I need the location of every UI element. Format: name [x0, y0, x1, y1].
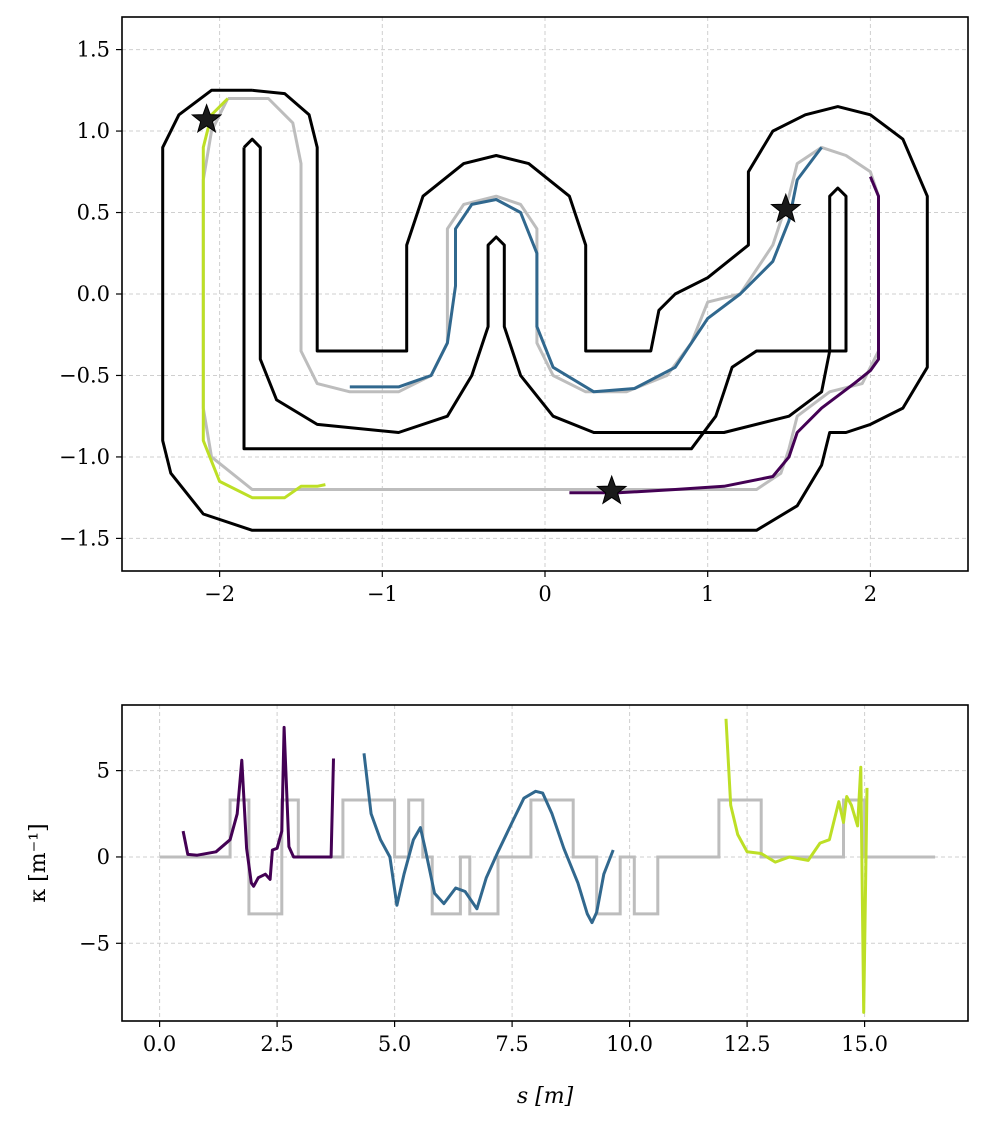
curvature-ytick-label: 5 — [97, 759, 110, 783]
track-map-ytick-label: 1.0 — [77, 119, 110, 143]
trajectory-segment-3 — [201, 97, 326, 500]
track-map-series-group — [161, 88, 929, 532]
x-axis-label: s [m] — [517, 1084, 574, 1109]
curvature-frame — [121, 704, 969, 1022]
curvature-ticks: 0.0 2.5 5.0 7.5 10.0 12.5 15.0 5 0 −5 — [79, 759, 888, 1056]
y-axis-label: κ [m⁻¹] — [26, 823, 51, 902]
start-marker-star — [770, 192, 802, 223]
track-map-xtick-label: 1 — [701, 582, 714, 606]
curvature-xtick-label: 12.5 — [724, 1032, 771, 1056]
curvature-xtick-label: 7.5 — [495, 1032, 528, 1056]
curvature-segment-2 — [362, 753, 615, 925]
track-map-grid — [122, 17, 968, 571]
curvature-segment-3 — [724, 718, 869, 1014]
trajectory-segment-2 — [349, 146, 823, 394]
start-marker-star — [190, 103, 223, 133]
track-map-xtick-label: −1 — [367, 582, 398, 606]
curvature-plot-area — [159, 718, 936, 1014]
curvature-xtick-label: 15.0 — [841, 1032, 888, 1056]
curvature-ytick-label: −5 — [79, 931, 110, 955]
track-map-xtick-label: −2 — [204, 582, 235, 606]
track-map-ticks: −2 −1 0 1 2 1.5 1.0 0.5 0.0 −0.5 −1.0 −1.5 — [59, 38, 877, 606]
reference-curvature-line — [159, 798, 936, 916]
curvature-series-group — [159, 718, 936, 1014]
track-map-xtick-label: 0 — [538, 582, 551, 606]
track-map-ytick-label: −1.5 — [59, 526, 110, 550]
track-map-ytick-label: 0.5 — [77, 201, 110, 225]
curvature-xtick-label: 5.0 — [378, 1032, 411, 1056]
track-map-xtick-label: 2 — [864, 582, 877, 606]
curvature-segment-1 — [181, 725, 335, 888]
curvature-xtick-label: 0.0 — [143, 1032, 176, 1056]
track-map-plot-area — [161, 88, 929, 532]
track-map-panel: −2 −1 0 1 2 1.5 1.0 0.5 0.0 −0.5 −1.0 −1.5 — [59, 16, 969, 606]
track-map-ytick-label: −1.0 — [59, 445, 110, 469]
curvature-xtick-label: 2.5 — [260, 1032, 293, 1056]
curvature-ytick-label: 0 — [97, 845, 110, 869]
track-map-ytick-label: 0.0 — [77, 282, 110, 306]
track-map-ytick-label: 1.5 — [77, 38, 110, 62]
track-outer-boundary — [161, 88, 929, 532]
track-inner-boundary — [242, 137, 848, 451]
curvature-panel: 0.0 2.5 5.0 7.5 10.0 12.5 15.0 5 0 −5 s [m] κ [m⁻… — [26, 704, 969, 1109]
track-map-ytick-label: −0.5 — [59, 363, 110, 387]
start-marker-star — [596, 474, 628, 505]
curvature-xtick-label: 10.0 — [606, 1032, 653, 1056]
trajectory-segment-1 — [569, 176, 880, 495]
